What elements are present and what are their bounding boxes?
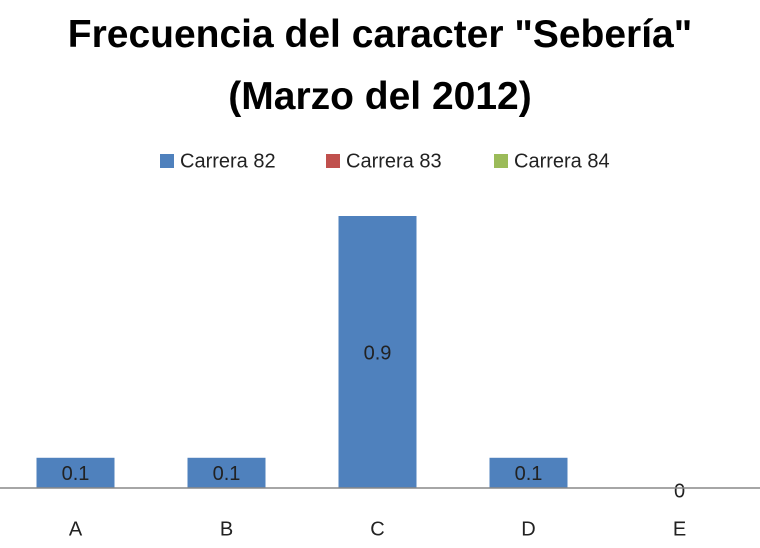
legend-label: Carrera 82	[180, 150, 276, 172]
x-tick-label: A	[69, 518, 83, 540]
chart-title: Frecuencia del caracter "Sebería" (Marzo…	[67, 13, 693, 118]
legend-label: Carrera 84	[514, 150, 610, 172]
legend-label: Carrera 83	[346, 150, 442, 172]
x-tick-label: C	[370, 518, 384, 540]
x-tick-label: D	[521, 518, 535, 540]
bar	[338, 216, 417, 488]
bar	[36, 457, 115, 488]
legend-swatch	[160, 154, 174, 168]
data-label: 0.1	[213, 463, 241, 485]
bar	[187, 457, 266, 488]
x-tick-label: E	[673, 518, 686, 540]
data-label: 0.1	[62, 463, 90, 485]
x-tick-label: B	[220, 518, 233, 540]
bar	[489, 457, 568, 488]
data-label: 0	[674, 480, 685, 502]
data-label: 0.9	[364, 342, 392, 364]
data-label: 0.1	[515, 463, 543, 485]
legend-swatch	[494, 154, 508, 168]
legend-swatch	[326, 154, 340, 168]
